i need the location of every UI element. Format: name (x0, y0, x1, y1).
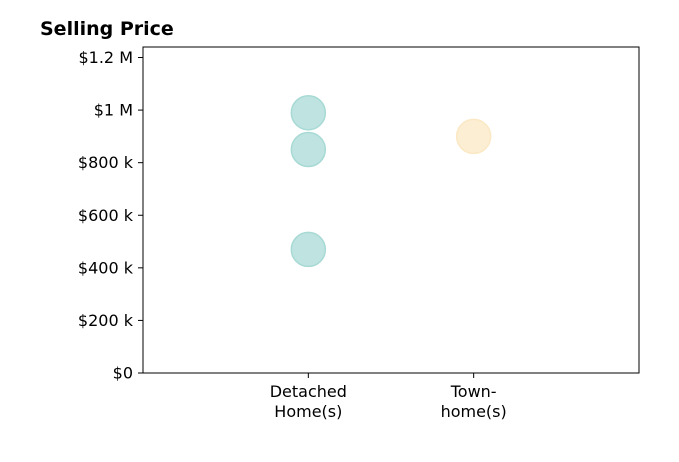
chart-title: Selling Price (40, 18, 174, 40)
y-tick-label: $400 k (78, 258, 134, 277)
data-points (290, 94, 492, 268)
x-tick-label: Detached (270, 382, 347, 401)
y-tick-label: $200 k (78, 311, 134, 330)
x-tick-label: Home(s) (274, 402, 342, 421)
y-tick-label: $800 k (78, 153, 134, 172)
y-tick-label: $600 k (78, 206, 134, 225)
data-point (290, 94, 327, 131)
x-tick-label: home(s) (441, 402, 507, 421)
data-point (290, 231, 327, 268)
data-point (290, 131, 327, 168)
y-axis: $0 $200 k $400 k $600 k $800 k $1 M $1.2 M (78, 48, 143, 383)
plot-frame (142, 46, 640, 374)
y-tick-label: $1.2 M (78, 48, 133, 67)
data-point (455, 118, 492, 155)
y-tick-label: $1 M (94, 101, 133, 120)
x-tick-label: Town- (450, 382, 497, 401)
y-tick-label: $0 (113, 364, 133, 383)
